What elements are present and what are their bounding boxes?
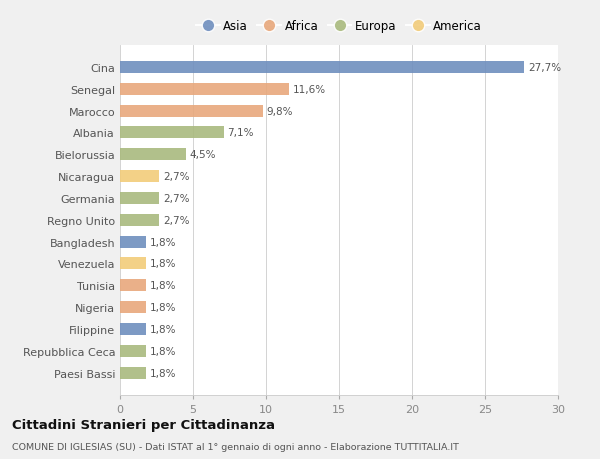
Text: 2,7%: 2,7% bbox=[163, 172, 190, 182]
Bar bbox=[120, 302, 146, 313]
Bar bbox=[120, 236, 146, 248]
Bar bbox=[120, 62, 524, 74]
Text: 1,8%: 1,8% bbox=[150, 346, 176, 356]
Bar bbox=[120, 367, 146, 379]
Text: Cittadini Stranieri per Cittadinanza: Cittadini Stranieri per Cittadinanza bbox=[12, 418, 275, 431]
Text: 7,1%: 7,1% bbox=[227, 128, 254, 138]
Text: 2,7%: 2,7% bbox=[163, 215, 190, 225]
Legend: Asia, Africa, Europa, America: Asia, Africa, Europa, America bbox=[193, 17, 485, 37]
Bar bbox=[120, 258, 146, 270]
Bar bbox=[120, 323, 146, 335]
Bar bbox=[120, 149, 186, 161]
Text: 1,8%: 1,8% bbox=[150, 259, 176, 269]
Text: 11,6%: 11,6% bbox=[293, 84, 326, 95]
Text: 2,7%: 2,7% bbox=[163, 194, 190, 203]
Bar bbox=[120, 171, 160, 183]
Text: 4,5%: 4,5% bbox=[190, 150, 216, 160]
Text: 9,8%: 9,8% bbox=[267, 106, 293, 116]
Text: 1,8%: 1,8% bbox=[150, 237, 176, 247]
Text: 1,8%: 1,8% bbox=[150, 325, 176, 334]
Bar bbox=[120, 345, 146, 357]
Text: 1,8%: 1,8% bbox=[150, 281, 176, 291]
Text: 1,8%: 1,8% bbox=[150, 368, 176, 378]
Text: COMUNE DI IGLESIAS (SU) - Dati ISTAT al 1° gennaio di ogni anno - Elaborazione T: COMUNE DI IGLESIAS (SU) - Dati ISTAT al … bbox=[12, 442, 459, 451]
Bar bbox=[120, 192, 160, 205]
Bar bbox=[120, 106, 263, 118]
Bar bbox=[120, 84, 289, 95]
Bar bbox=[120, 127, 224, 139]
Bar bbox=[120, 214, 160, 226]
Text: 27,7%: 27,7% bbox=[528, 63, 561, 73]
Text: 1,8%: 1,8% bbox=[150, 302, 176, 313]
Bar bbox=[120, 280, 146, 292]
